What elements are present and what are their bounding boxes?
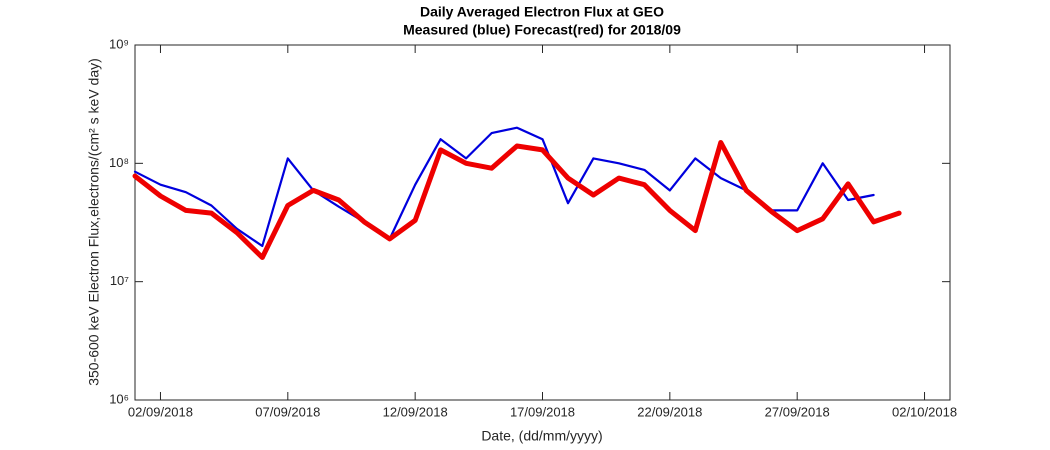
chart-title: Daily Averaged Electron Flux at GEO (420, 4, 664, 20)
y-tick-label: 10⁷ (110, 273, 129, 288)
plot-frame (134, 44, 951, 401)
x-tick-label: 02/10/2018 (892, 404, 957, 419)
x-tick-label: 07/09/2018 (255, 404, 320, 419)
x-axis-label: Date, (dd/mm/yyyy) (481, 428, 602, 444)
x-tick-label: 27/09/2018 (765, 404, 830, 419)
y-tick-label: 10⁶ (109, 391, 129, 406)
y-tick-label: 10⁸ (109, 155, 129, 170)
series-line (133, 126, 875, 248)
series-line (132, 140, 902, 260)
chart-subtitle: Measured (blue) Forecast(red) for 2018/0… (403, 22, 681, 38)
y-tick-label: 10⁹ (109, 36, 129, 51)
x-tick-label: 02/09/2018 (128, 404, 193, 419)
x-tick-label: 22/09/2018 (637, 404, 702, 419)
y-axis-label: 350-600 keV Electron Flux,electrons/(cm²… (86, 58, 102, 386)
x-tick-label: 17/09/2018 (510, 404, 575, 419)
x-tick-label: 12/09/2018 (383, 404, 448, 419)
